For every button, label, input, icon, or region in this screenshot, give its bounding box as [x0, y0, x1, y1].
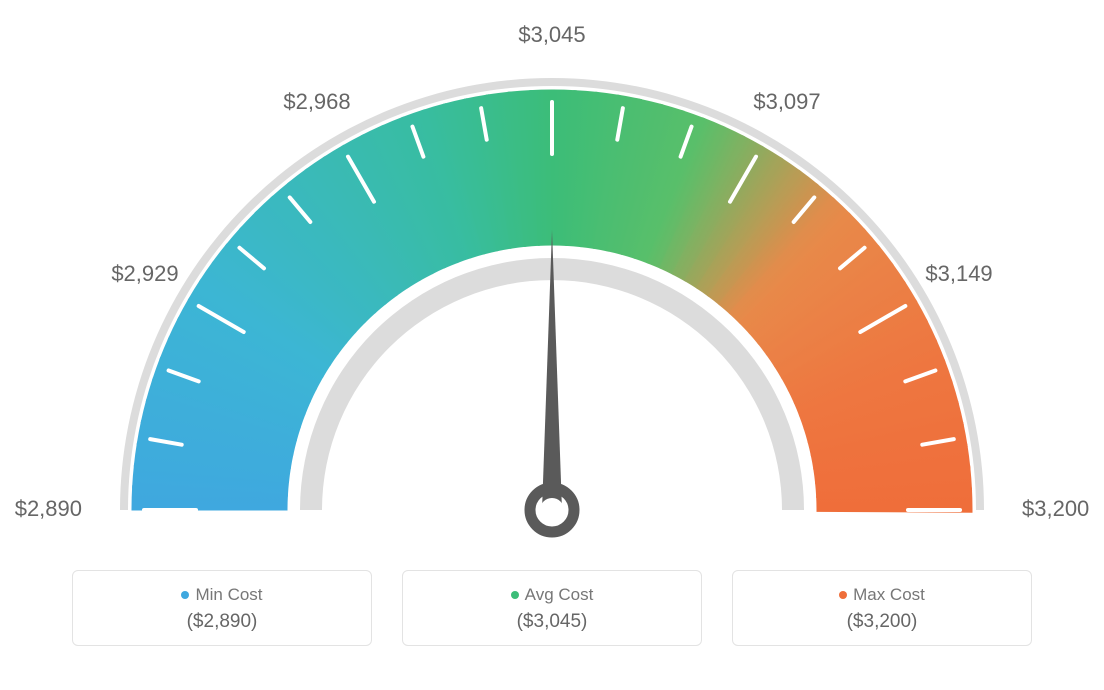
svg-text:$2,890: $2,890 — [15, 496, 82, 521]
legend-card-min: Min Cost ($2,890) — [72, 570, 372, 646]
legend-title-min-text: Min Cost — [195, 585, 262, 604]
svg-text:$3,045: $3,045 — [518, 22, 585, 47]
legend-card-avg: Avg Cost ($3,045) — [402, 570, 702, 646]
legend-row: Min Cost ($2,890) Avg Cost ($3,045) Max … — [0, 570, 1104, 646]
legend-value-min: ($2,890) — [83, 611, 361, 633]
gauge-chart: $2,890 $2,929 $2,968 $3,045 $3,097 $3,149 $3,2… — [0, 0, 1104, 560]
dot-icon — [839, 591, 847, 599]
legend-title-max: Max Cost — [743, 585, 1021, 605]
gauge-svg: $2,890 $2,929 $2,968 $3,045 $3,097 $3,149 $3,2… — [0, 0, 1104, 560]
legend-title-max-text: Max Cost — [853, 585, 925, 604]
legend-title-min: Min Cost — [83, 585, 361, 605]
legend-card-max: Max Cost ($3,200) — [732, 570, 1032, 646]
svg-text:$2,968: $2,968 — [283, 89, 350, 114]
legend-value-avg: ($3,045) — [413, 611, 691, 633]
legend-title-avg-text: Avg Cost — [525, 585, 594, 604]
dot-icon — [181, 591, 189, 599]
svg-text:$3,097: $3,097 — [753, 89, 820, 114]
legend-title-avg: Avg Cost — [413, 585, 691, 605]
svg-text:$3,200: $3,200 — [1022, 496, 1089, 521]
svg-text:$3,149: $3,149 — [925, 261, 992, 286]
legend-value-max: ($3,200) — [743, 611, 1021, 633]
svg-text:$2,929: $2,929 — [111, 261, 178, 286]
dot-icon — [511, 591, 519, 599]
